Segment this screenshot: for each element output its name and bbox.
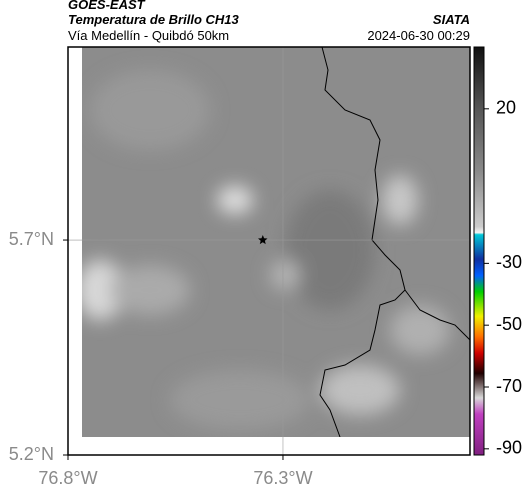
satellite-image — [82, 47, 470, 437]
x-tick-label: 76.3°W — [253, 468, 312, 488]
location-marker — [258, 235, 268, 245]
x-tick-label: 76.8°W — [38, 468, 97, 488]
route: Vía Medellín - Quibdó 50km — [68, 28, 229, 43]
timestamp: 2024-06-30 00:29 — [367, 28, 470, 43]
colorbar-label: -30 — [496, 252, 522, 272]
subtitle: Temperatura de Brillo CH13 — [68, 12, 240, 27]
source: SIATA — [433, 12, 470, 27]
y-tick-label: 5.7°N — [9, 229, 54, 249]
colorbar-label: 20 — [496, 98, 516, 118]
title: GOES-EAST — [68, 0, 146, 12]
colorbar-label: -50 — [496, 314, 522, 334]
colorbar-label: -90 — [496, 438, 522, 458]
y-tick-label: 5.2°N — [9, 444, 54, 464]
colorbar-label: -70 — [496, 376, 522, 396]
map-frame — [67, 46, 471, 456]
colorbar — [473, 46, 485, 456]
